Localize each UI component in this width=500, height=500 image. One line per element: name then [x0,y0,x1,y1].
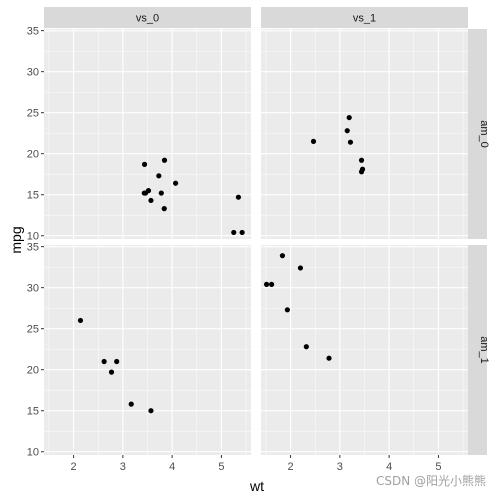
data-point-vs-1-am-0 [344,128,350,134]
x-tick-label: 5 [435,461,441,473]
y-axis-title: mpg [8,226,24,253]
data-point-vs-0-am-1 [128,401,134,407]
data-point-vs-0-am-0 [161,157,168,163]
data-point-vs-1-am-1 [279,253,286,259]
data-point-vs-0-am-0 [148,197,154,204]
data-point-vs-1-am-1 [263,281,270,287]
facet-strip-label-am-0: am_0 [478,120,490,148]
data-point-vs-1-am-0 [358,169,365,175]
data-point-vs-0-am-0 [145,188,152,194]
data-point-vs-0-am-0 [239,229,245,236]
x-tick-label: 4 [169,461,175,473]
data-point-vs-1-am-1 [284,307,290,313]
y-tick-label: 10 [27,447,39,459]
y-tick-label: 30 [27,283,39,295]
data-point-vs-0-am-0 [235,194,242,200]
facet-strip-label-vs-1: vs_1 [353,13,376,25]
data-point-vs-0-am-0 [172,180,179,186]
y-tick-label: 25 [27,108,39,120]
y-tick-label: 35 [27,26,39,38]
data-point-vs-1-am-1 [268,281,275,287]
data-point-vs-1-am-1 [297,265,304,271]
facet-strip-label-vs-0: vs_0 [136,13,159,25]
data-point-vs-0-am-0 [141,161,148,167]
x-tick-label: 3 [120,461,126,473]
data-point-vs-0-am-1 [108,369,115,375]
data-point-vs-1-am-1 [303,344,309,350]
y-tick-label: 20 [27,365,39,377]
x-tick-label: 2 [288,461,294,473]
facet-strip-vs-0 [44,7,251,28]
y-tick-label: 15 [27,406,39,418]
data-point-vs-0-am-1 [114,358,120,365]
x-tick-label: 3 [337,461,343,473]
data-point-vs-0-am-0 [158,190,164,196]
y-tick-label: 10 [27,231,39,243]
data-point-vs-0-am-0 [141,190,147,196]
y-tick-label: 15 [27,190,39,202]
data-point-vs-0-am-0 [231,229,237,236]
data-point-vs-0-am-0 [161,206,167,212]
y-tick-label: 20 [27,149,39,161]
x-tick-label: 5 [218,461,224,473]
facet-strip-label-am-1: am_1 [478,336,490,364]
watermark-text: CSDN @阳光小熊熊 [376,473,486,488]
x-axis-title: wt [249,478,264,494]
facet-strip-am-0 [467,29,487,239]
data-point-vs-1-am-0 [358,157,365,163]
data-point-vs-1-am-0 [346,114,352,121]
x-tick-label: 4 [386,461,392,473]
data-point-vs-0-am-1 [101,358,107,365]
facet-strip-vs-1 [261,7,468,28]
data-point-vs-0-am-1 [77,317,84,324]
facet-strip-am-1 [467,245,487,455]
data-point-vs-0-am-0 [156,173,162,179]
x-tick-label: 2 [71,461,77,473]
data-point-vs-1-am-1 [326,355,332,361]
y-tick-label: 25 [27,324,39,336]
y-tick-label: 30 [27,67,39,79]
data-point-vs-0-am-1 [148,408,154,414]
y-tick-label: 35 [27,242,39,254]
data-point-vs-1-am-0 [347,139,354,145]
data-point-vs-1-am-0 [310,138,317,144]
